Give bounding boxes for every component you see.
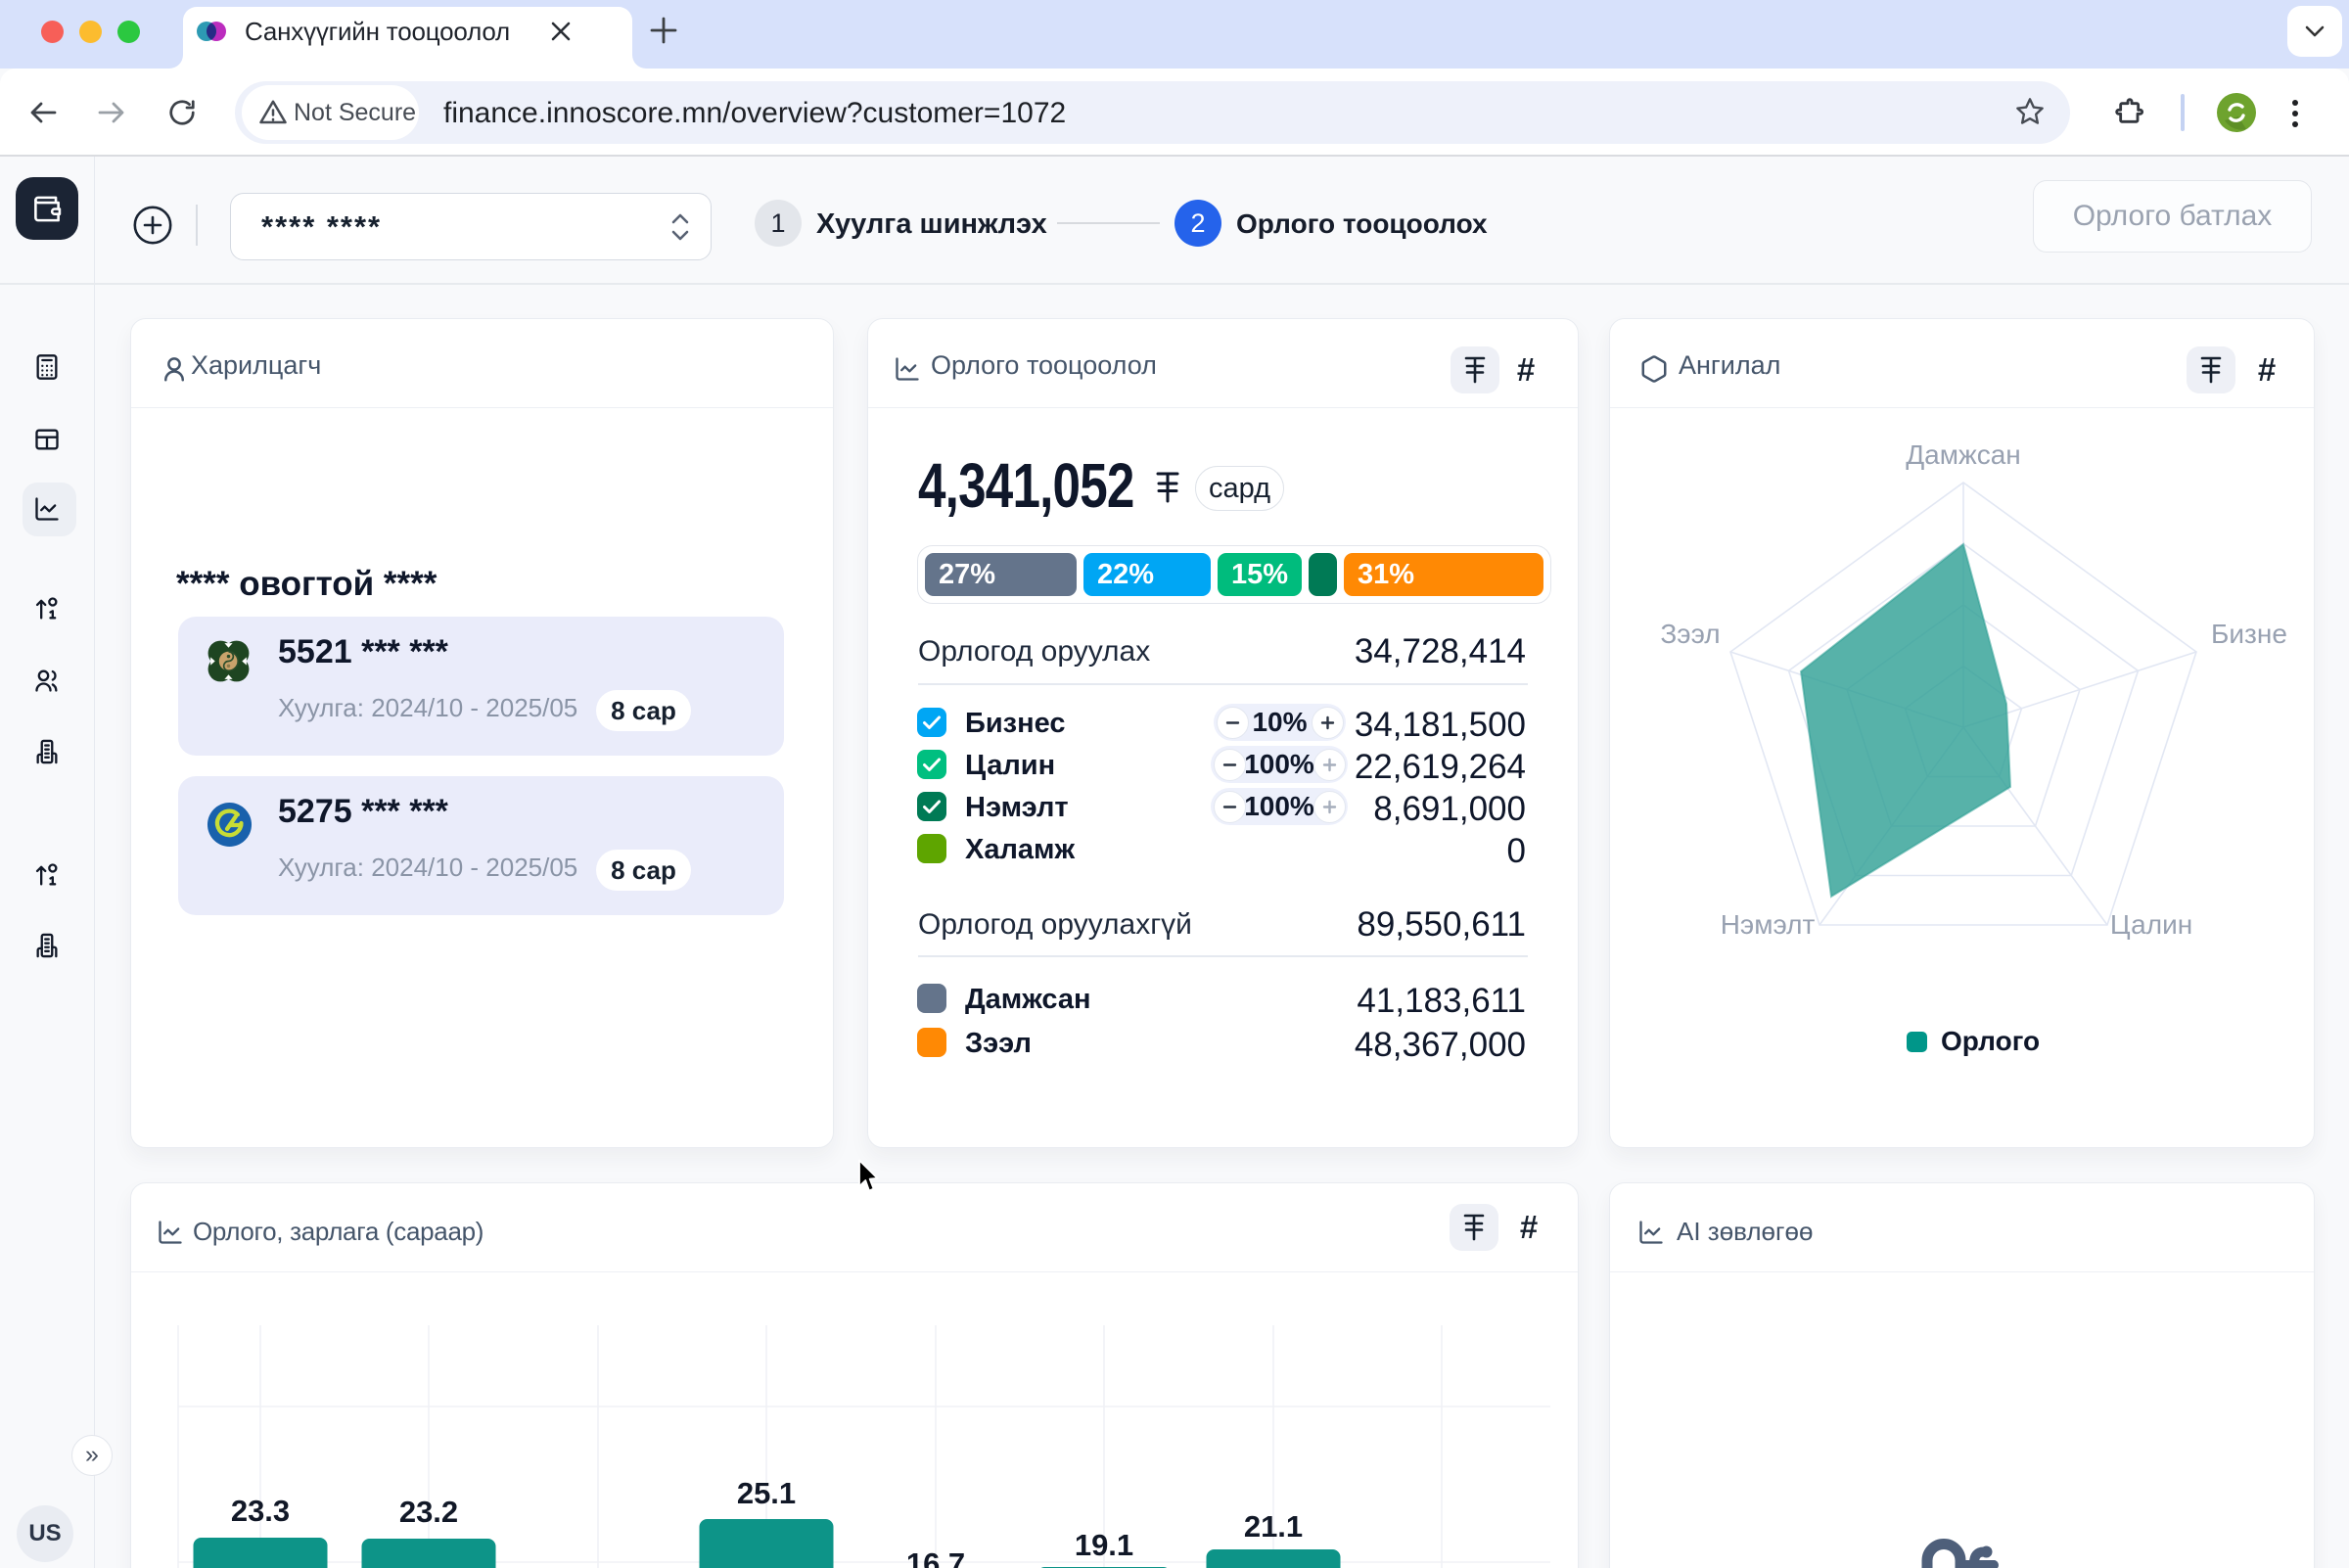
svg-text:19.1: 19.1 (1075, 1528, 1133, 1562)
svg-text:16.7: 16.7 (906, 1546, 965, 1568)
svg-text:23.2: 23.2 (399, 1495, 458, 1529)
svg-text:Дамжсан: Дамжсан (1906, 439, 2021, 470)
svg-text:23.3: 23.3 (231, 1494, 290, 1528)
svg-text:Цалин: Цалин (2110, 909, 2192, 940)
svg-text:Зээл: Зээл (1660, 619, 1720, 649)
svg-text:21.1: 21.1 (1244, 1509, 1303, 1544)
svg-text:25.1: 25.1 (737, 1476, 796, 1510)
svg-text:Орлого: Орлого (1941, 1026, 2040, 1056)
svg-text:Нэмэлт: Нэмэлт (1721, 909, 1816, 940)
svg-text:Бизне: Бизне (2211, 619, 2287, 649)
